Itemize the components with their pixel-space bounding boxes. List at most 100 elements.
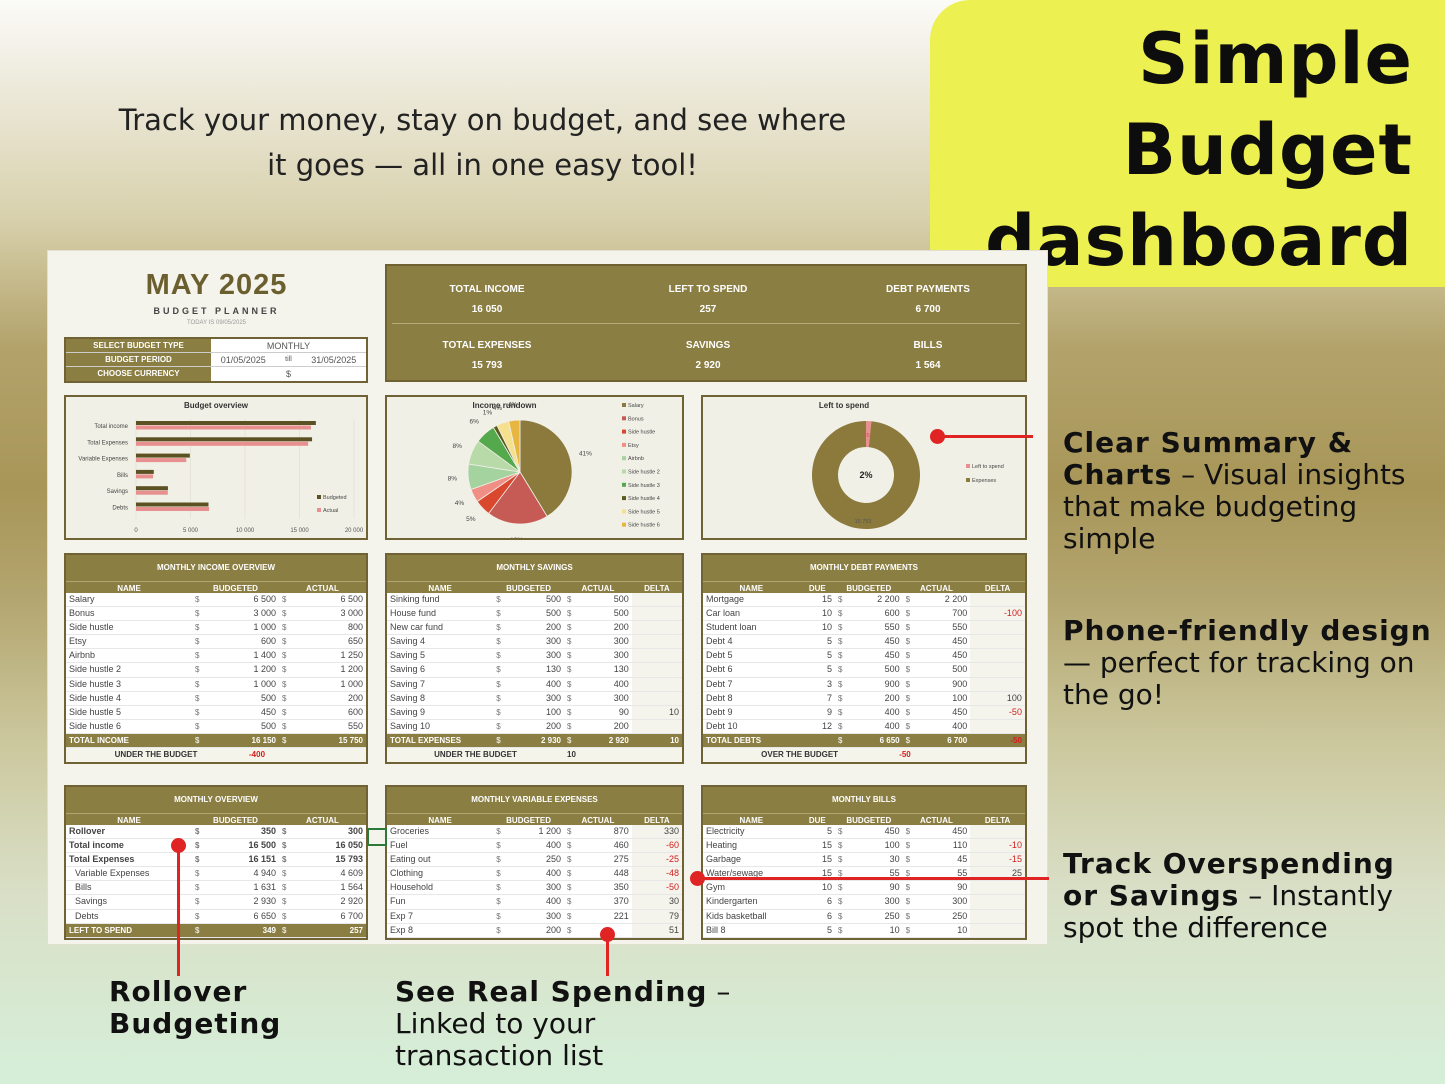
debts-cell[interactable]: $450 — [835, 635, 903, 648]
income-row[interactable]: Side hustle 4 $500 $200 — [66, 692, 366, 706]
debts-cell[interactable]: $600 — [835, 607, 903, 620]
income-cell[interactable]: $1 200 — [279, 663, 366, 676]
debts-cell[interactable]: 5 — [800, 663, 835, 676]
debts-row[interactable]: Mortgage 15 $2 200 $2 200 — [703, 593, 1025, 608]
income-cell[interactable]: $3 000 — [279, 607, 366, 620]
bills-cell[interactable]: 10 — [800, 881, 835, 894]
savings-cell[interactable] — [631, 719, 682, 733]
bills-cell[interactable]: Heating — [703, 839, 800, 852]
debts-cell[interactable]: Car loan — [703, 607, 800, 620]
bills-cell[interactable]: Garbage — [703, 853, 800, 866]
debts-cell[interactable]: $100 — [903, 692, 971, 705]
savings-cell[interactable] — [631, 691, 682, 705]
debts-cell[interactable]: $500 — [903, 663, 971, 676]
debts-cell[interactable]: 100 — [970, 691, 1025, 705]
bills-cell[interactable]: 15 — [800, 853, 835, 866]
debts-cell[interactable]: $500 — [835, 663, 903, 676]
debts-cell[interactable]: Debt 4 — [703, 635, 800, 648]
variable-row[interactable]: Fuel $400 $460 -60 — [387, 839, 682, 854]
savings-cell[interactable]: $100 — [493, 706, 564, 719]
income-cell[interactable]: Bonus — [66, 607, 192, 620]
income-row[interactable]: Side hustle 6 $500 $550 — [66, 720, 366, 734]
savings-cell[interactable]: $500 — [564, 607, 632, 620]
overview-cell[interactable]: $15 793 — [279, 853, 366, 866]
savings-row[interactable]: New car fund $200 $200 — [387, 621, 682, 636]
savings-cell[interactable] — [631, 593, 682, 607]
savings-cell[interactable]: Saving 10 — [387, 720, 493, 733]
income-cell[interactable]: $1 250 — [279, 649, 366, 662]
debts-cell[interactable]: 7 — [800, 692, 835, 705]
savings-cell[interactable]: Sinking fund — [387, 593, 493, 606]
period-to[interactable]: 31/05/2025 — [311, 355, 357, 365]
savings-cell[interactable]: $130 — [564, 663, 632, 676]
variable-row[interactable]: Exp 8 $200 $51 — [387, 923, 682, 938]
bills-row[interactable]: Bill 8 5 $10 $10 — [703, 923, 1025, 938]
bills-cell[interactable]: Water/sewage — [703, 867, 800, 880]
income-cell[interactable]: $600 — [192, 635, 279, 648]
variable-row[interactable]: Groceries $1 200 $870 330 — [387, 825, 682, 840]
variable-row[interactable]: Eating out $250 $275 -25 — [387, 853, 682, 868]
income-row[interactable]: Airbnb $1 400 $1 250 — [66, 649, 366, 664]
variable-cell[interactable]: 330 — [631, 825, 682, 839]
bills-cell[interactable]: $55 — [903, 867, 971, 880]
debts-row[interactable]: Car loan 10 $600 $700 -100 — [703, 607, 1025, 622]
overview-row[interactable]: Debts $6 650 $6 700 — [66, 910, 366, 924]
debts-cell[interactable]: Debt 10 — [703, 720, 800, 733]
bills-row[interactable]: Heating 15 $100 $110 -10 — [703, 839, 1025, 854]
savings-cell[interactable]: Saving 6 — [387, 663, 493, 676]
debts-row[interactable]: Debt 8 7 $200 $100 100 — [703, 691, 1025, 706]
bills-cell[interactable]: $250 — [835, 910, 903, 923]
savings-cell[interactable]: $500 — [564, 593, 632, 606]
overview-cell[interactable]: $2 930 — [192, 895, 279, 908]
bills-cell[interactable]: Gym — [703, 881, 800, 894]
debts-cell[interactable]: 10 — [800, 621, 835, 634]
variable-cell[interactable]: $250 — [493, 853, 564, 866]
bills-cell[interactable]: $10 — [835, 924, 903, 937]
income-row[interactable]: Side hustle 3 $1 000 $1 000 — [66, 678, 366, 692]
income-cell[interactable]: Side hustle 2 — [66, 663, 192, 676]
debts-cell[interactable] — [970, 677, 1025, 691]
savings-cell[interactable]: Saving 7 — [387, 678, 493, 691]
variable-cell[interactable]: Clothing — [387, 867, 493, 880]
variable-cell[interactable]: $1 200 — [493, 825, 564, 838]
savings-cell[interactable]: $200 — [564, 720, 632, 733]
savings-row[interactable]: Saving 8 $300 $300 — [387, 691, 682, 706]
income-row[interactable]: Etsy $600 $650 — [66, 635, 366, 650]
income-cell[interactable]: $450 — [192, 706, 279, 719]
bills-cell[interactable]: $300 — [903, 895, 971, 908]
savings-cell[interactable]: $500 — [493, 593, 564, 606]
debts-cell[interactable]: 9 — [800, 706, 835, 719]
income-row[interactable]: Side hustle 5 $450 $600 — [66, 706, 366, 720]
debts-cell[interactable]: $450 — [835, 649, 903, 662]
income-cell[interactable]: $3 000 — [192, 607, 279, 620]
overview-cell[interactable]: Bills — [66, 881, 192, 894]
bills-cell[interactable] — [970, 825, 1025, 839]
bills-cell[interactable]: $110 — [903, 839, 971, 852]
bills-cell[interactable]: $100 — [835, 839, 903, 852]
savings-cell[interactable] — [631, 649, 682, 663]
income-cell[interactable]: Airbnb — [66, 649, 192, 662]
overview-cell[interactable]: Rollover — [66, 825, 192, 838]
income-cell[interactable]: $1 000 — [192, 678, 279, 691]
overview-cell[interactable]: Total Expenses — [66, 853, 192, 866]
bills-cell[interactable]: -15 — [970, 853, 1025, 867]
debts-cell[interactable]: Debt 8 — [703, 692, 800, 705]
income-cell[interactable]: Etsy — [66, 635, 192, 648]
bills-cell[interactable]: $45 — [903, 853, 971, 866]
income-row[interactable]: Salary $6 500 $6 500 — [66, 593, 366, 608]
savings-cell[interactable]: Saving 9 — [387, 706, 493, 719]
debts-cell[interactable]: Debt 5 — [703, 649, 800, 662]
variable-cell[interactable]: Exp 8 — [387, 924, 493, 937]
income-cell[interactable]: $200 — [279, 692, 366, 705]
overview-cell[interactable]: $4 940 — [192, 867, 279, 880]
debts-cell[interactable]: 5 — [800, 635, 835, 648]
debts-cell[interactable]: 3 — [800, 678, 835, 691]
bills-row[interactable]: Garbage 15 $30 $45 -15 — [703, 853, 1025, 868]
debts-row[interactable]: Debt 6 5 $500 $500 — [703, 663, 1025, 678]
overview-row[interactable]: Total Expenses $16 151 $15 793 — [66, 853, 366, 868]
variable-cell[interactable]: $460 — [564, 839, 632, 852]
debts-cell[interactable]: Debt 6 — [703, 663, 800, 676]
debts-cell[interactable]: Debt 7 — [703, 678, 800, 691]
variable-cell[interactable]: Fuel — [387, 839, 493, 852]
bills-cell[interactable]: $450 — [835, 825, 903, 838]
